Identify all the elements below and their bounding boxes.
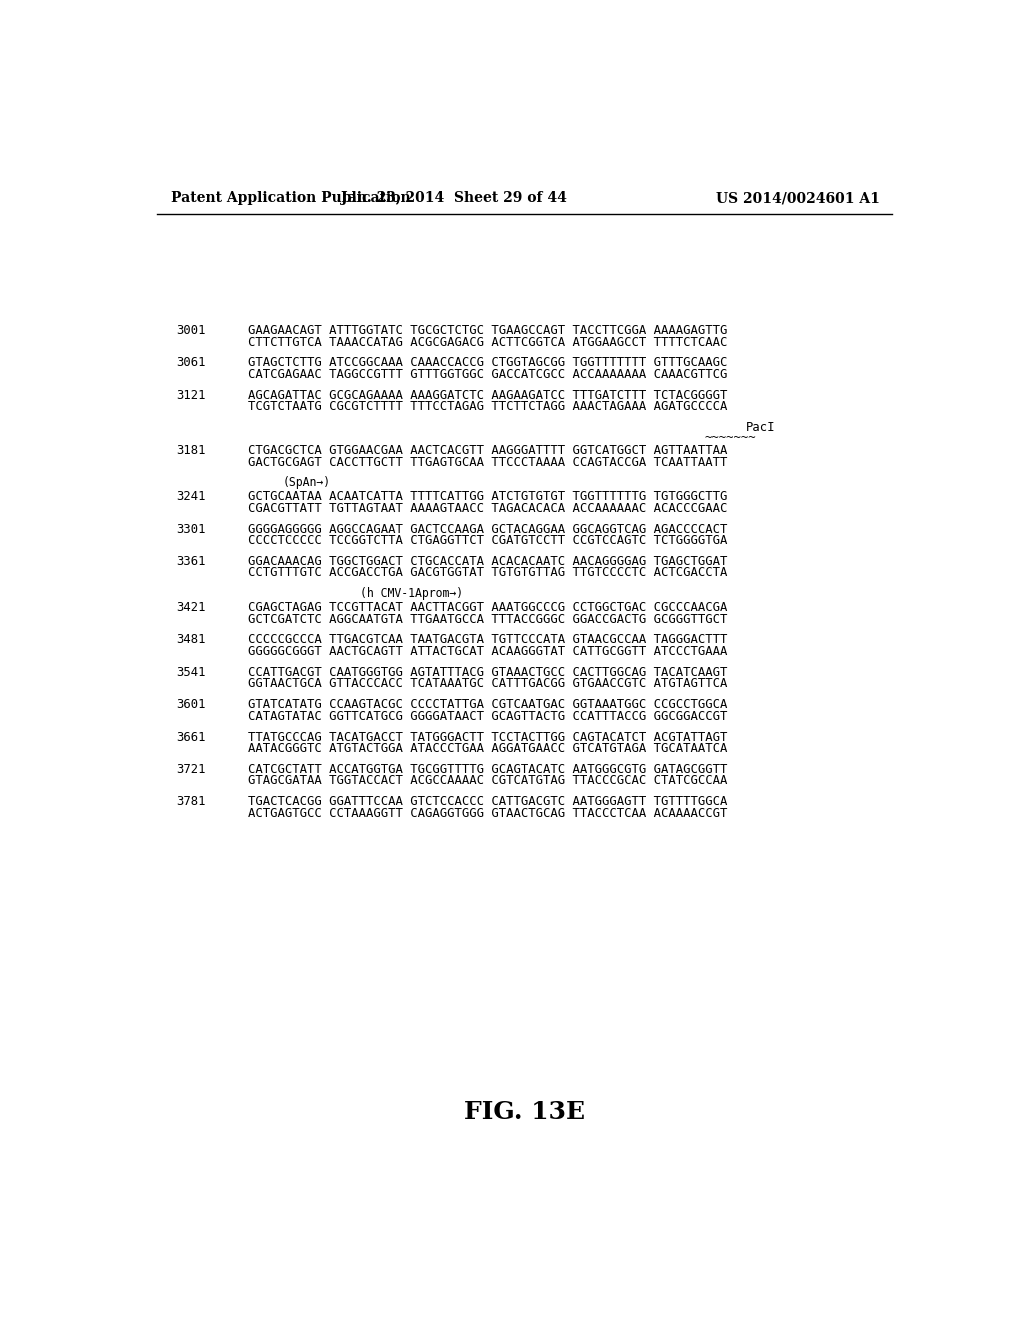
Text: Jan. 23, 2014  Sheet 29 of 44: Jan. 23, 2014 Sheet 29 of 44 [341, 191, 566, 206]
Text: GCTCGATCTC AGGCAATGTA TTGAATGCCA TTTACCGGGC GGACCGACTG GCGGGTTGCT: GCTCGATCTC AGGCAATGTA TTGAATGCCA TTTACCG… [248, 612, 727, 626]
Text: 3361: 3361 [176, 554, 206, 568]
Text: TTATGCCCAG TACATGACCT TATGGGACTT TCCTACTTGG CAGTACATCT ACGTATTAGT: TTATGCCCAG TACATGACCT TATGGGACTT TCCTACT… [248, 730, 727, 743]
Text: 3121: 3121 [176, 388, 206, 401]
Text: GAAGAACAGT ATTTGGTATC TGCGCTCTGC TGAAGCCAGT TACCTTCGGA AAAAGAGTTG: GAAGAACAGT ATTTGGTATC TGCGCTCTGC TGAAGCC… [248, 323, 727, 337]
Text: 3781: 3781 [176, 795, 206, 808]
Text: 3001: 3001 [176, 323, 206, 337]
Text: GCTGCAATAA ACAATCATTA TTTTCATTGG ATCTGTGTGT TGGTTTTTTG TGTGGGCTTG: GCTGCAATAA ACAATCATTA TTTTCATTGG ATCTGTG… [248, 490, 727, 503]
Text: CCCCCGCCCA TTGACGTCAA TAATGACGTA TGTTCCCATA GTAACGCCAA TAGGGACTTT: CCCCCGCCCA TTGACGTCAA TAATGACGTA TGTTCCC… [248, 634, 727, 647]
Text: GTAGCTCTTG ATCCGGCAAA CAAACCACCG CTGGTAGCGG TGGTTTTTTT GTTTGCAAGC: GTAGCTCTTG ATCCGGCAAA CAAACCACCG CTGGTAG… [248, 356, 727, 370]
Text: GGGGAGGGGG AGGCCAGAAT GACTCCAAGA GCTACAGGAA GGCAGGTCAG AGACCCCACT: GGGGAGGGGG AGGCCAGAAT GACTCCAAGA GCTACAG… [248, 523, 727, 536]
Text: FIG. 13E: FIG. 13E [464, 1100, 586, 1123]
Text: GACTGCGAGT CACCTTGCTT TTGAGTGCAA TTCCCTAAAA CCAGTACCGA TCAATTAATT: GACTGCGAGT CACCTTGCTT TTGAGTGCAA TTCCCTA… [248, 455, 727, 469]
Text: AATACGGGTC ATGTACTGGA ATACCCTGAA AGGATGAACC GTCATGTAGA TGCATAATCA: AATACGGGTC ATGTACTGGA ATACCCTGAA AGGATGA… [248, 742, 727, 755]
Text: CATAGTATAC GGTTCATGCG GGGGATAACT GCAGTTACTG CCATTTACCG GGCGGACCGT: CATAGTATAC GGTTCATGCG GGGGATAACT GCAGTTA… [248, 710, 727, 723]
Text: 3061: 3061 [176, 356, 206, 370]
Text: 3181: 3181 [176, 444, 206, 457]
Text: US 2014/0024601 A1: US 2014/0024601 A1 [716, 191, 880, 206]
Text: CATCGCTATT ACCATGGTGA TGCGGTTTTG GCAGTACATC AATGGGCGTG GATAGCGGTT: CATCGCTATT ACCATGGTGA TGCGGTTTTG GCAGTAC… [248, 763, 727, 776]
Text: CCTGTTTGTC ACCGACCTGA GACGTGGTAT TGTGTGTTAG TTGTCCCCTC ACTCGACCTA: CCTGTTTGTC ACCGACCTGA GACGTGGTAT TGTGTGT… [248, 566, 727, 579]
Text: TGACTCACGG GGATTTCCAA GTCTCCACCC CATTGACGTC AATGGGAGTT TGTTTTGGCA: TGACTCACGG GGATTTCCAA GTCTCCACCC CATTGAC… [248, 795, 727, 808]
Text: (h CMV-1Aprom→): (h CMV-1Aprom→) [360, 587, 464, 601]
Text: CCATTGACGT CAATGGGTGG AGTATTTACG GTAAACTGCC CACTTGGCAG TACATCAAGT: CCATTGACGT CAATGGGTGG AGTATTTACG GTAAACT… [248, 665, 727, 678]
Text: ~~~~~~~: ~~~~~~~ [705, 430, 756, 444]
Text: ACTGAGTGCC CCTAAAGGTT CAGAGGTGGG GTAACTGCAG TTACCCTCAA ACAAAACCGT: ACTGAGTGCC CCTAAAGGTT CAGAGGTGGG GTAACTG… [248, 807, 727, 820]
Text: 3421: 3421 [176, 601, 206, 614]
Text: 3721: 3721 [176, 763, 206, 776]
Text: GTATCATATG CCAAGTACGC CCCCTATTGA CGTCAATGAC GGTAAATGGC CCGCCTGGCA: GTATCATATG CCAAGTACGC CCCCTATTGA CGTCAAT… [248, 698, 727, 711]
Text: Patent Application Publication: Patent Application Publication [171, 191, 411, 206]
Text: 3601: 3601 [176, 698, 206, 711]
Text: CCCCTCCCCC TCCGGTCTTA CTGAGGTTCT CGATGTCCTT CCGTCCAGTC TCTGGGGTGA: CCCCTCCCCC TCCGGTCTTA CTGAGGTTCT CGATGTC… [248, 535, 727, 548]
Text: 3301: 3301 [176, 523, 206, 536]
Text: GTAGCGATAA TGGTACCACT ACGCCAAAAC CGTCATGTAG TTACCCGCAC CTATCGCCAA: GTAGCGATAA TGGTACCACT ACGCCAAAAC CGTCATG… [248, 775, 727, 788]
Text: GGACAAACAG TGGCTGGACT CTGCACCATA ACACACAATC AACAGGGGAG TGAGCTGGAT: GGACAAACAG TGGCTGGACT CTGCACCATA ACACACA… [248, 554, 727, 568]
Text: AGCAGATTAC GCGCAGAAAA AAAGGATCTC AAGAAGATCC TTTGATCTTT TCTACGGGGT: AGCAGATTAC GCGCAGAAAA AAAGGATCTC AAGAAGA… [248, 388, 727, 401]
Text: CGAGCTAGAG TCCGTTACAT AACTTACGGT AAATGGCCCG CCTGGCTGAC CGCCCAACGA: CGAGCTAGAG TCCGTTACAT AACTTACGGT AAATGGC… [248, 601, 727, 614]
Text: TCGTCTAATG CGCGTCTTTT TTTCCTAGAG TTCTTCTAGG AAACTAGAAA AGATGCCCCA: TCGTCTAATG CGCGTCTTTT TTTCCTAGAG TTCTTCT… [248, 400, 727, 413]
Text: 3241: 3241 [176, 490, 206, 503]
Text: 3661: 3661 [176, 730, 206, 743]
Text: CGACGTTATT TGTTAGTAAT AAAAGTAACC TAGACACACA ACCAAAAAAC ACACCCGAAC: CGACGTTATT TGTTAGTAAT AAAAGTAACC TAGACAC… [248, 502, 727, 515]
Text: PacI: PacI [745, 421, 775, 434]
Text: CTGACGCTCA GTGGAACGAA AACTCACGTT AAGGGATTTT GGTCATGGCT AGTTAATTAA: CTGACGCTCA GTGGAACGAA AACTCACGTT AAGGGAT… [248, 444, 727, 457]
Text: CTTCTTGTCA TAAACCATAG ACGCGAGACG ACTTCGGTCA ATGGAAGCCT TTTTCTCAAC: CTTCTTGTCA TAAACCATAG ACGCGAGACG ACTTCGG… [248, 335, 727, 348]
Text: 3541: 3541 [176, 665, 206, 678]
Text: CATCGAGAAC TAGGCCGTTT GTTTGGTGGC GACCATCGCC ACCAAAAAAA CAAACGTTCG: CATCGAGAAC TAGGCCGTTT GTTTGGTGGC GACCATC… [248, 368, 727, 381]
Text: GGGGGCGGGT AACTGCAGTT ATTACTGCAT ACAAGGGTAT CATTGCGGTT ATCCCTGAAA: GGGGGCGGGT AACTGCAGTT ATTACTGCAT ACAAGGG… [248, 645, 727, 659]
Text: (SpAn→): (SpAn→) [283, 477, 331, 490]
Text: GGTAACTGCA GTTACCCACC TCATAAATGC CATTTGACGG GTGAACCGTC ATGTAGTTCA: GGTAACTGCA GTTACCCACC TCATAAATGC CATTTGA… [248, 677, 727, 690]
Text: 3481: 3481 [176, 634, 206, 647]
